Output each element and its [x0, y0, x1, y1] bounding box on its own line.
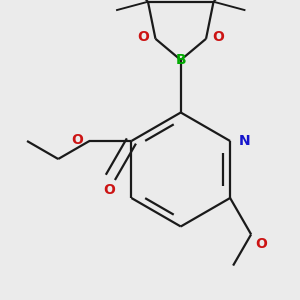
Text: O: O [138, 30, 149, 44]
Text: N: N [238, 134, 250, 148]
Text: O: O [103, 183, 115, 197]
Text: O: O [71, 133, 83, 146]
Text: B: B [176, 53, 186, 67]
Text: O: O [256, 237, 268, 251]
Text: O: O [212, 30, 224, 44]
